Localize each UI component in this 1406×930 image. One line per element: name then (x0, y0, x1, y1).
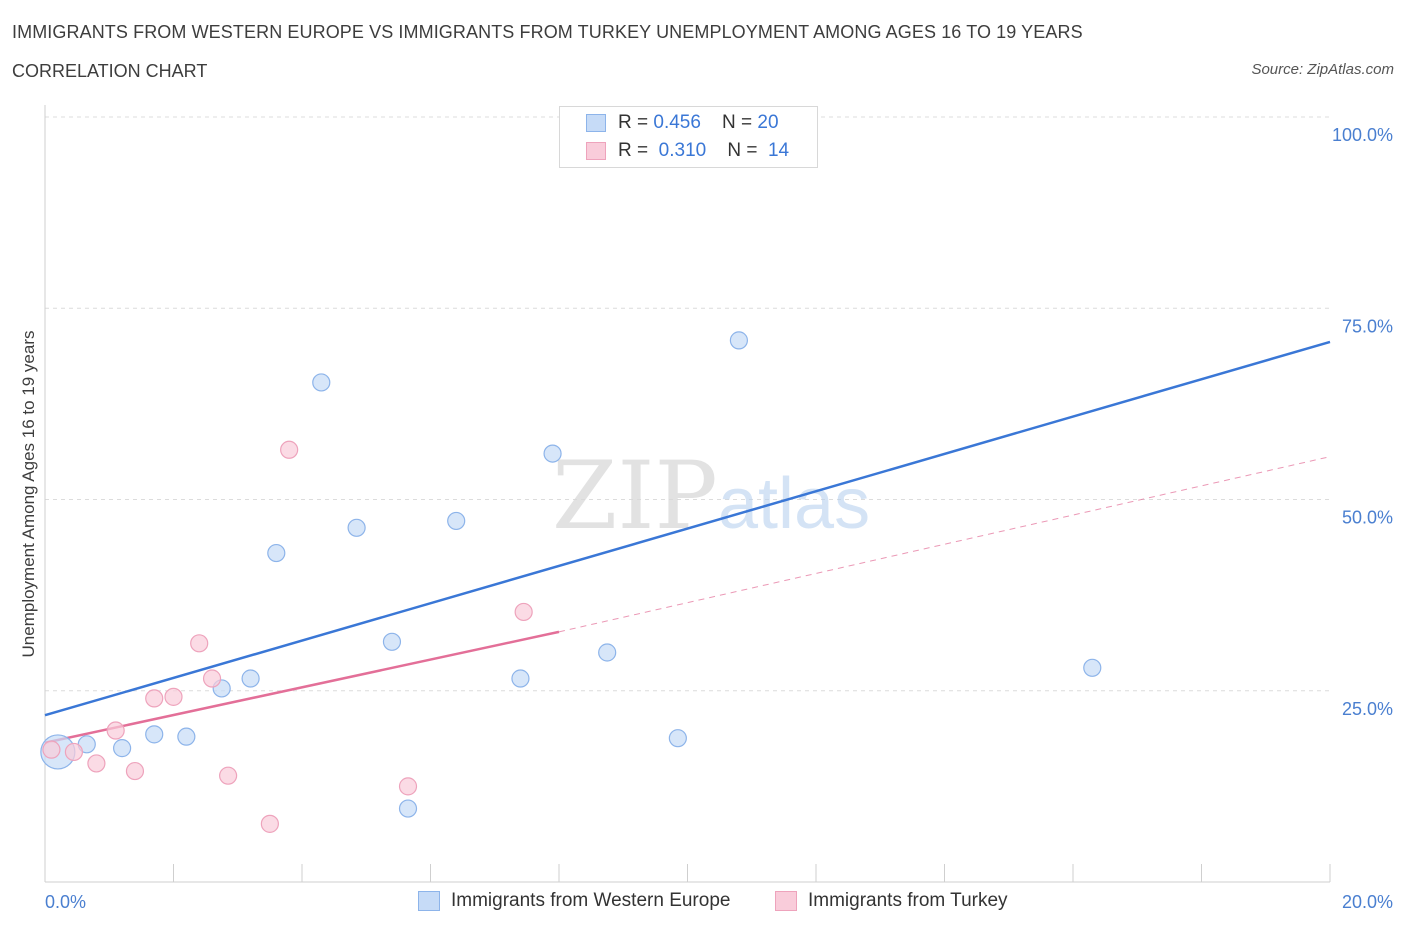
data-point-turkey (398, 777, 418, 796)
legend-n-label: N = (722, 112, 758, 133)
data-point-western-europe (447, 511, 466, 531)
legend-n-value: 14 (767, 140, 790, 161)
data-point-turkey (280, 440, 299, 459)
legend-swatch-pink (586, 142, 606, 160)
watermark: ZIP atlas (552, 442, 870, 551)
data-point-western-europe (1083, 658, 1102, 677)
data-point-turkey (64, 742, 84, 762)
data-point-western-europe (112, 739, 132, 758)
data-points (40, 107, 1102, 833)
data-point-western-europe (398, 799, 418, 818)
y-tick-label: 100.0% (1332, 125, 1393, 145)
y-tick-label: 50.0% (1342, 508, 1393, 528)
bottom-legend-label: Immigrants from Western Europe (451, 890, 731, 911)
data-point-western-europe (177, 727, 196, 746)
y-tick-label: 75.0% (1342, 316, 1393, 336)
data-point-western-europe (145, 725, 164, 744)
trend-line-turkey (44, 630, 560, 744)
data-point-turkey (87, 754, 106, 773)
data-point-western-europe (312, 373, 331, 392)
legend-label: R = 0.456 N = 20 (618, 112, 779, 134)
chart-subtitle: CORRELATION CHART (12, 61, 208, 81)
data-point-western-europe (543, 444, 562, 463)
x-tick-label: 20.0% (1342, 892, 1393, 912)
y-tick-label: 25.0% (1342, 699, 1393, 719)
data-point-turkey (125, 761, 145, 781)
data-point-western-europe (729, 331, 749, 350)
data-point-western-europe (347, 518, 366, 537)
legend-r-value: 0.456 (653, 112, 701, 133)
data-point-turkey (164, 687, 183, 706)
legend-n-label: N = (727, 140, 763, 161)
data-point-western-europe (511, 669, 530, 688)
correlation-legend: R = 0.456 N = 20 R = 0.310 N = 14 (559, 106, 818, 168)
watermark-zip: ZIP (552, 442, 718, 551)
bottom-legend-swatch-blue (418, 891, 440, 911)
bottom-legend-swatch-pink (775, 891, 797, 911)
data-point-turkey (260, 814, 279, 833)
data-point-western-europe (598, 643, 617, 662)
data-point-turkey (106, 721, 125, 740)
watermark-atlas: atlas (718, 464, 870, 544)
bottom-legend-label: Immigrants from Turkey (808, 890, 1008, 911)
data-point-western-europe (241, 669, 260, 688)
legend-r-value: 0.310 (658, 140, 707, 161)
data-point-western-europe (668, 729, 687, 748)
data-point-turkey (42, 740, 61, 759)
legend-n-value: 20 (757, 112, 779, 133)
legend-swatch-blue (586, 114, 606, 132)
trend-line-western-europe (44, 340, 1331, 717)
chart-title: IMMIGRANTS FROM WESTERN EUROPE VS IMMIGR… (12, 22, 1083, 42)
data-point-turkey (514, 602, 533, 622)
data-point-western-europe (267, 543, 286, 563)
x-tick-label: 0.0% (45, 892, 86, 912)
data-point-turkey (145, 689, 164, 708)
source-credit: Source: ZipAtlas.com (1251, 61, 1394, 78)
data-point-turkey (219, 766, 238, 785)
y-axis-label: Unemployment Among Ages 16 to 19 years (19, 331, 38, 658)
legend-r-label: R = (618, 112, 654, 133)
trend-lines (44, 340, 1331, 744)
data-point-turkey (202, 669, 222, 688)
data-point-western-europe (382, 632, 402, 651)
legend-r-label: R = (618, 140, 654, 161)
tick-labels: 25.0% 50.0% 75.0% 100.0% 0.0% 20.0% (45, 125, 1393, 912)
data-point-turkey (190, 634, 209, 653)
legend-label: R = 0.310 N = 14 (618, 140, 789, 162)
